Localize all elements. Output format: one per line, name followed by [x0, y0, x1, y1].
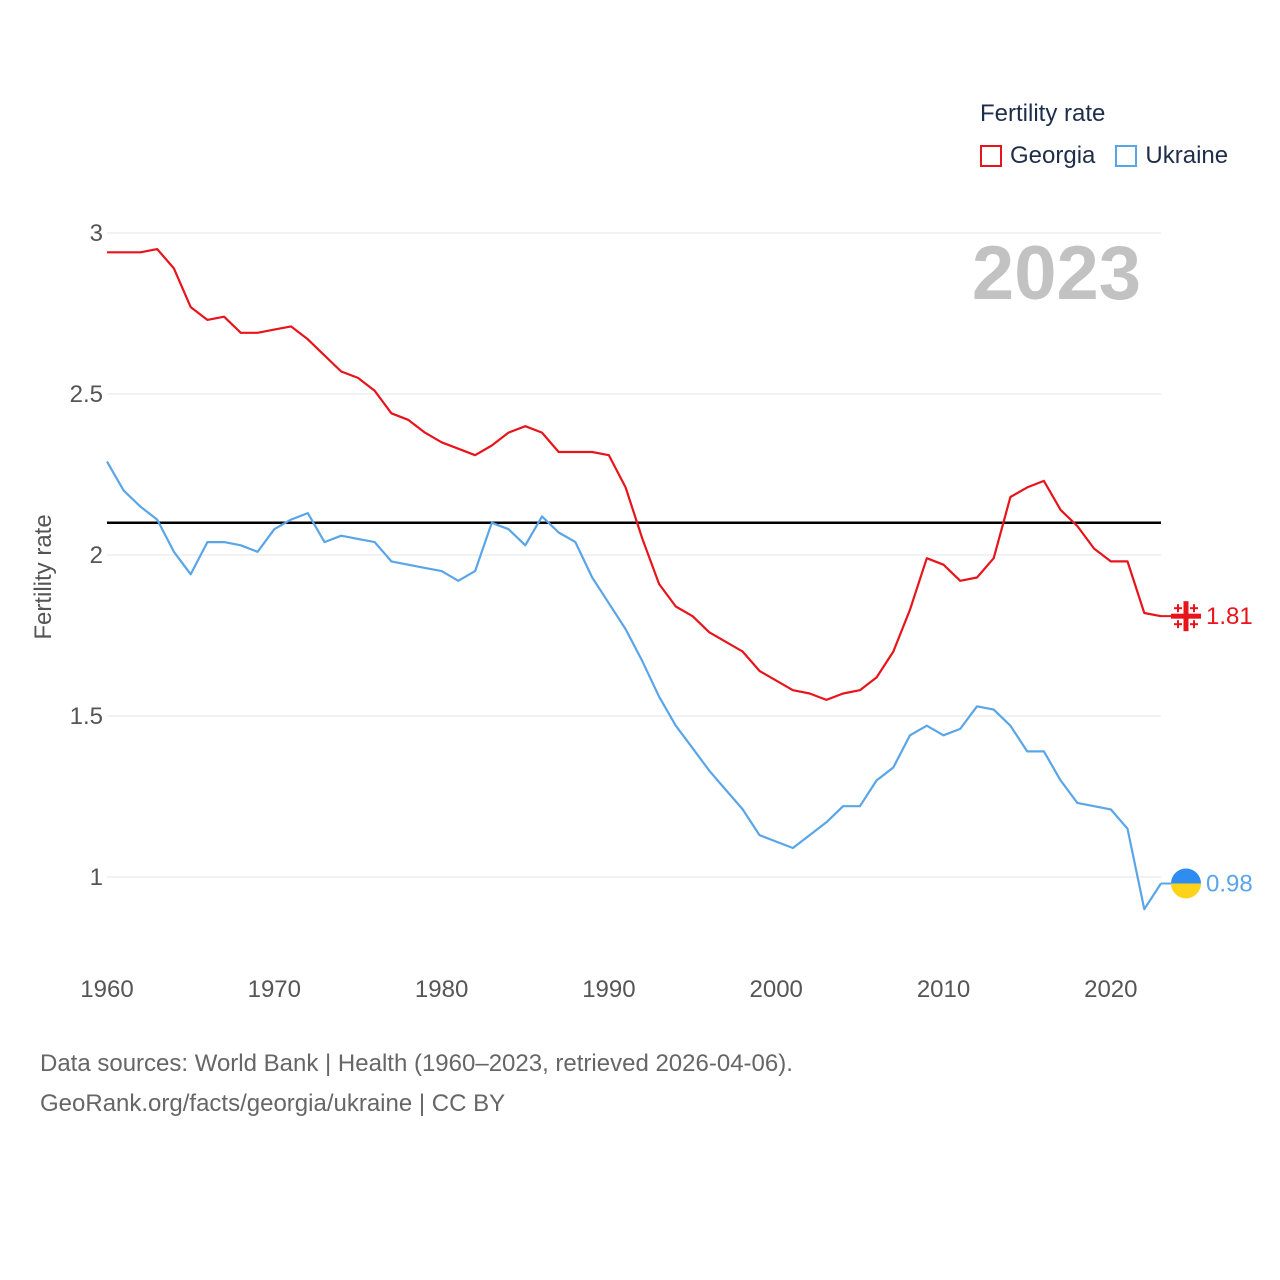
- x-tick-label-2000: 2000: [750, 976, 803, 1003]
- legend-title: Fertility rate: [980, 100, 1106, 127]
- end-value-ukraine: 0.98: [1206, 870, 1253, 897]
- legend-item-georgia[interactable]: Georgia: [980, 142, 1095, 170]
- fertility-chart: 1 1.5 2 2.5 3 1960 1970 1980 1990 2000 2010 2020 Fer…: [30, 220, 1253, 1003]
- end-value-georgia: 1.81: [1206, 603, 1253, 630]
- footer-sources: Data sources: World Bank | Health (1960–…: [40, 1050, 793, 1077]
- series-line-georgia: [107, 248, 1162, 702]
- georgia-flag-small-cross-h3: [1190, 623, 1198, 626]
- georgia-flag-small-cross-h1: [1190, 607, 1198, 610]
- legend-item-ukraine[interactable]: Ukraine: [1115, 142, 1228, 170]
- series-line-ukraine: [106, 461, 1162, 911]
- x-tick-label-1990: 1990: [582, 976, 635, 1003]
- y-tick-label-2: 2: [90, 542, 103, 569]
- footer: Data sources: World Bank | Health (1960–…: [40, 1044, 793, 1124]
- y-tick-label-3: 3: [90, 220, 103, 247]
- y-tick-label-1.5: 1.5: [70, 703, 103, 730]
- ukraine-flag-top: [1171, 868, 1201, 884]
- georgia-flag-small-cross-h2: [1174, 623, 1182, 626]
- georgia-flag-small-cross-h0: [1174, 607, 1182, 610]
- x-tick-label-1980: 1980: [415, 976, 468, 1003]
- y-axis-label: Fertility rate: [30, 514, 57, 639]
- footer-attribution: GeoRank.org/facts/georgia/ukraine | CC B…: [40, 1090, 506, 1117]
- legend-label-georgia: Georgia: [1010, 142, 1096, 169]
- y-tick-label-1: 1: [90, 864, 103, 891]
- legend-swatch-ukraine: [1115, 145, 1138, 167]
- georgia-flag-cross-horizontal: [1171, 613, 1201, 619]
- legend: Georgia Ukraine: [980, 142, 1228, 170]
- x-tick-label-2010: 2010: [917, 976, 970, 1003]
- x-tick-label-2020: 2020: [1084, 976, 1137, 1003]
- x-tick-label-1960: 1960: [80, 976, 133, 1003]
- x-tick-label-1970: 1970: [248, 976, 301, 1003]
- year-label: 2023: [972, 231, 1141, 316]
- legend-swatch-georgia: [980, 145, 1002, 167]
- ukraine-flag-bottom: [1171, 883, 1201, 899]
- y-tick-label-2.5: 2.5: [70, 381, 103, 408]
- legend-label-ukraine: Ukraine: [1145, 142, 1229, 169]
